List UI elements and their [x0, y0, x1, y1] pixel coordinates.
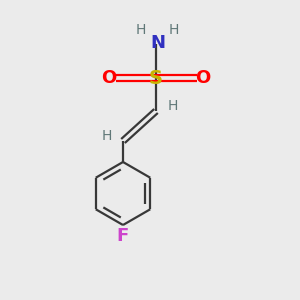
Text: H: H	[167, 100, 178, 113]
Text: F: F	[117, 227, 129, 245]
Text: O: O	[101, 69, 116, 87]
Text: H: H	[101, 130, 112, 143]
Text: H: H	[168, 23, 178, 37]
Text: S: S	[149, 68, 163, 88]
Text: O: O	[196, 69, 211, 87]
Text: H: H	[135, 23, 146, 37]
Text: N: N	[150, 34, 165, 52]
